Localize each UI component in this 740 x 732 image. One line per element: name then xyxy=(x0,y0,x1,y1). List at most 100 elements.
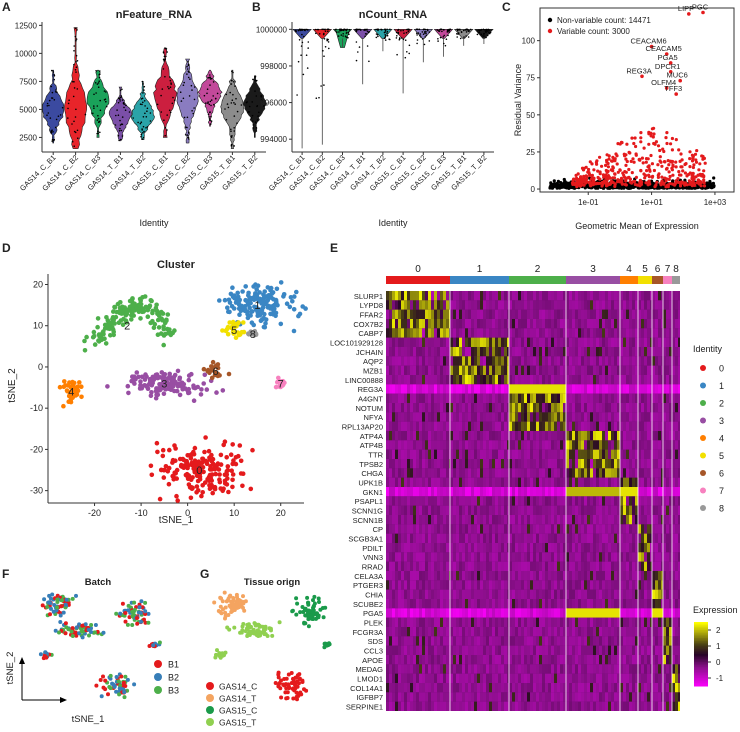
violin-point xyxy=(357,51,359,53)
heatmap-cell xyxy=(678,440,680,450)
heatmap-cell xyxy=(623,347,626,357)
heatmap-cell xyxy=(663,291,666,301)
heatmap-cell xyxy=(509,431,512,441)
heatmap-cell xyxy=(498,431,501,441)
heatmap-cell xyxy=(518,449,521,459)
violin-point xyxy=(54,126,57,129)
violin-point xyxy=(386,28,388,31)
heatmap-cell xyxy=(440,468,443,478)
heatmap-cell xyxy=(521,356,524,366)
heatmap-cell xyxy=(419,421,422,431)
heatmap-cell xyxy=(392,365,395,375)
variable-point xyxy=(637,157,642,161)
heatmap-cell xyxy=(453,496,456,506)
heatmap-cell xyxy=(669,328,672,338)
heatmap-cell xyxy=(539,440,542,450)
heatmap-cell xyxy=(413,337,416,347)
violin-point xyxy=(166,114,168,116)
heatmap-cell xyxy=(509,356,512,366)
heatmap-cell xyxy=(672,459,675,469)
heatmap-cell xyxy=(638,393,641,403)
heatmap-cell xyxy=(389,309,392,319)
heatmap-cell xyxy=(551,496,554,506)
violin-point xyxy=(488,29,490,32)
heatmap-cell xyxy=(431,375,434,385)
variable-point xyxy=(670,159,675,164)
heatmap-cell xyxy=(569,496,572,506)
heatmap-cell xyxy=(533,449,536,459)
heatmap-cell xyxy=(456,431,459,441)
heatmap-cell xyxy=(560,393,563,403)
variable-point xyxy=(691,179,695,183)
heatmap-cell xyxy=(572,459,575,469)
heatmap-cell xyxy=(545,365,548,375)
heatmap-cell xyxy=(477,431,480,441)
heatmap-cell xyxy=(581,496,584,506)
nonvariable-point xyxy=(708,185,712,189)
heatmap-cell xyxy=(617,421,620,431)
heatmap-cell xyxy=(422,309,425,319)
heatmap-cell xyxy=(386,291,389,301)
heatmap-cell xyxy=(471,300,474,310)
heatmap-cell xyxy=(498,356,501,366)
violin-point xyxy=(402,29,405,32)
variable-point xyxy=(628,180,632,184)
heatmap-cell xyxy=(608,403,611,413)
cluster-point xyxy=(218,486,223,491)
y-tick-label: 998000 xyxy=(260,62,287,71)
heatmap-cell xyxy=(551,375,554,385)
cluster-point xyxy=(150,308,155,314)
heatmap-cell xyxy=(509,403,512,413)
heatmap-cell xyxy=(425,384,428,394)
heatmap-cell xyxy=(456,347,459,357)
heatmap-cell xyxy=(602,449,605,459)
heatmap-cell xyxy=(575,459,578,469)
variable-point xyxy=(674,138,678,142)
variable-point xyxy=(703,161,707,165)
heatmap-cell xyxy=(431,468,434,478)
violin-point xyxy=(348,33,350,35)
cluster-point xyxy=(227,309,232,315)
heatmap-cell xyxy=(521,375,524,385)
heatmap-cell xyxy=(551,300,554,310)
heatmap-cell xyxy=(459,431,462,441)
violin-point xyxy=(389,28,391,31)
heatmap-cell xyxy=(453,431,456,441)
heatmap-cell xyxy=(471,393,474,403)
cluster-point xyxy=(154,308,160,314)
heatmap-cell xyxy=(486,384,489,394)
violin-point xyxy=(73,81,75,83)
heatmap-cell xyxy=(401,356,404,366)
heatmap-cell xyxy=(539,468,542,478)
heatmap-cell xyxy=(518,365,521,375)
heatmap-cell xyxy=(483,384,486,394)
heatmap-cell xyxy=(527,291,530,301)
heatmap-cell xyxy=(504,375,507,385)
cluster-point xyxy=(82,348,88,353)
heatmap-cell xyxy=(620,487,623,497)
variable-point xyxy=(664,167,669,171)
heatmap-cell xyxy=(663,403,666,413)
heatmap-cell xyxy=(675,487,678,497)
heatmap-cell xyxy=(404,431,407,441)
heatmap-cell xyxy=(471,477,474,487)
heatmap-cell xyxy=(590,328,593,338)
heatmap-cell xyxy=(437,487,440,497)
heatmap-cell xyxy=(477,384,480,394)
violin-point xyxy=(318,33,321,35)
heatmap-cell xyxy=(521,403,524,413)
heatmap-cell xyxy=(480,412,483,422)
violin-point xyxy=(121,99,124,101)
heatmap-cell xyxy=(462,459,465,469)
heatmap-cell xyxy=(428,384,431,394)
heatmap-cell xyxy=(504,477,507,487)
heatmap-cell xyxy=(440,337,443,347)
heatmap-cell xyxy=(599,449,602,459)
heatmap-cell xyxy=(416,431,419,441)
violin-point xyxy=(75,108,77,111)
nonvariable-point xyxy=(549,183,553,187)
heatmap-cell xyxy=(626,468,629,478)
heatmap-cell xyxy=(518,347,521,357)
cluster-bar xyxy=(672,276,680,284)
violin-point xyxy=(233,115,236,117)
